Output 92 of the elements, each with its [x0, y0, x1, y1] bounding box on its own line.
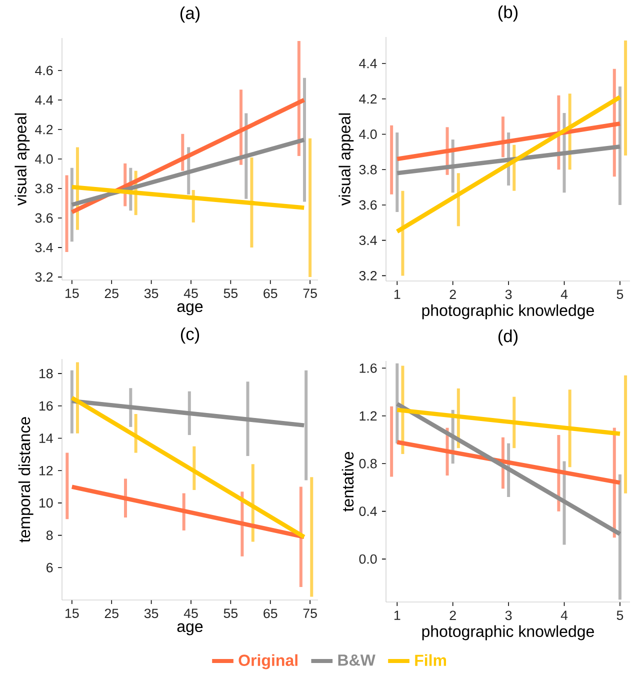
- y-tick-label: 4.0: [35, 154, 53, 164]
- y-tick-label: 0.4: [359, 506, 377, 516]
- bar: [66, 452, 69, 520]
- bar: [456, 173, 460, 226]
- y-tick-label: 4.4: [359, 58, 377, 68]
- bar: [304, 370, 308, 480]
- bar: [250, 158, 254, 248]
- bar: [396, 132, 399, 212]
- y-tick-label: 3.6: [359, 200, 377, 210]
- bar: [568, 390, 572, 468]
- y-tick-label: 3.6: [35, 213, 53, 223]
- y-tick-label: 1.2: [360, 411, 377, 421]
- x-tick-label: 45: [184, 288, 198, 298]
- chart-title: (d): [498, 329, 518, 346]
- bar: [618, 474, 622, 600]
- x-tick-label: 75: [303, 288, 317, 298]
- bar: [390, 406, 394, 477]
- x-tick-label: 1: [394, 290, 400, 299]
- x-axis-title: age: [177, 303, 203, 316]
- bar: [246, 382, 250, 456]
- y-tick-label: 14: [39, 434, 53, 443]
- bar: [308, 138, 312, 278]
- bar: [310, 477, 314, 597]
- x-tick-label: 3: [505, 610, 512, 620]
- chart-title: (c): [180, 327, 200, 344]
- bar: [76, 362, 79, 434]
- legend-label: B&W: [338, 654, 376, 666]
- y-tick-label: 4.6: [35, 66, 53, 76]
- y-tick-label: 3.8: [359, 164, 377, 174]
- x-tick-label: 35: [144, 608, 158, 618]
- x-tick-label: 55: [224, 608, 238, 618]
- y-tick-label: 4.0: [359, 130, 377, 139]
- bar: [401, 190, 404, 276]
- y-tick-label: 0.8: [359, 458, 377, 468]
- bar: [297, 40, 300, 156]
- x-tick-label: 2: [450, 610, 456, 620]
- y-axis-title: visual appeal: [14, 113, 30, 206]
- legend-label: Film: [415, 654, 446, 666]
- x-tick-label: 25: [104, 608, 118, 618]
- x-tick-label: 2: [450, 290, 456, 300]
- y-tick-label: 3.4: [35, 242, 53, 252]
- x-tick-label: 15: [66, 288, 79, 298]
- x-tick-label: 55: [224, 288, 238, 298]
- bar: [299, 486, 302, 588]
- y-tick-label: 6: [46, 562, 53, 572]
- y-tick-label: 0.0: [359, 554, 377, 564]
- legend-label: Original: [238, 654, 298, 670]
- x-axis-title: photographic knowledge: [422, 625, 594, 640]
- chart-title: (a): [180, 6, 200, 23]
- y-axis-title: temporal distance: [18, 417, 34, 542]
- bar: [70, 168, 74, 242]
- y-tick-label: 1.6: [360, 363, 377, 373]
- x-tick-label: 65: [264, 608, 278, 618]
- bar: [624, 40, 628, 156]
- y-tick-label: 18: [39, 368, 53, 378]
- y-tick-label: 4.2: [35, 124, 53, 134]
- y-tick-label: 8: [46, 530, 53, 540]
- x-tick-label: 35: [144, 288, 158, 298]
- x-tick-label: 15: [66, 608, 79, 618]
- x-tick-label: 3: [505, 290, 512, 300]
- bar: [188, 391, 191, 436]
- y-axis-title: tentative: [342, 452, 354, 512]
- bar: [303, 78, 306, 202]
- y-tick-label: 3.8: [35, 184, 53, 194]
- x-tick-label: 1: [394, 610, 400, 620]
- x-tick-label: 65: [264, 288, 278, 298]
- bar: [65, 175, 68, 252]
- y-tick-label: 4.2: [359, 94, 377, 104]
- x-tick-label: 4: [560, 290, 568, 299]
- bar: [512, 396, 516, 448]
- bar: [396, 363, 399, 444]
- bar: [618, 86, 622, 205]
- x-tick-label: 5: [616, 610, 624, 620]
- y-tick-label: 3.2: [35, 272, 53, 282]
- bar: [390, 125, 394, 194]
- x-axis-title: photographic knowledge: [422, 304, 594, 320]
- y-axis-title: visual appeal: [338, 113, 354, 206]
- y-tick-label: 4.4: [35, 95, 53, 105]
- y-tick-label: 10: [39, 498, 53, 508]
- x-axis-title: age: [177, 623, 203, 636]
- bar: [70, 370, 74, 434]
- chart-title: (b): [498, 5, 518, 22]
- y-tick-label: 3.2: [359, 270, 377, 280]
- y-tick-label: 12: [39, 466, 53, 476]
- y-tick-label: 16: [39, 401, 53, 411]
- x-tick-label: 25: [104, 288, 118, 298]
- x-tick-label: 5: [616, 290, 624, 300]
- y-tick-label: 3.4: [359, 236, 377, 246]
- x-tick-label: 4: [560, 610, 568, 620]
- x-tick-label: 45: [184, 608, 198, 618]
- x-tick-label: 75: [303, 608, 317, 618]
- bar: [624, 375, 628, 494]
